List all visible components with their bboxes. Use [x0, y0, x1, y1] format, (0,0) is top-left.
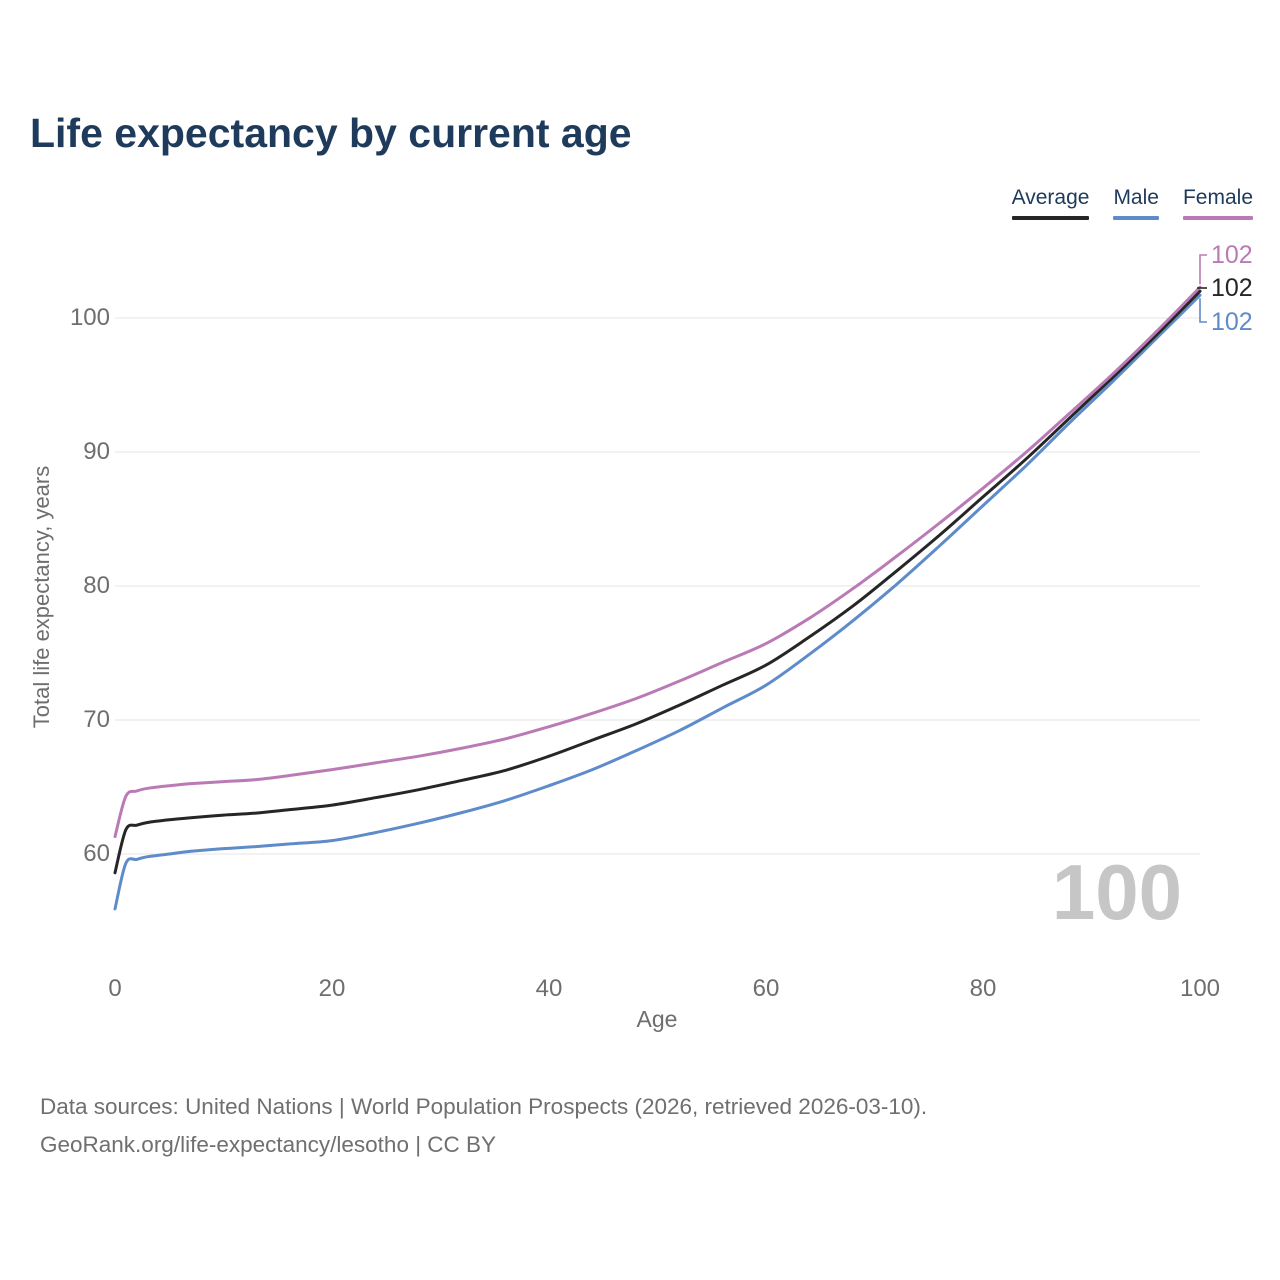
- legend: Average Male Female: [1011, 186, 1253, 220]
- y-axis-title: Total life expectancy, years: [29, 465, 54, 729]
- legend-label-female: Female: [1182, 186, 1253, 209]
- x-tick-label-40: 40: [535, 975, 563, 1002]
- x-tick-label-20: 20: [318, 975, 346, 1002]
- legend-item-male[interactable]: Male: [1113, 186, 1159, 220]
- legend-underline-female: [1182, 216, 1253, 220]
- legend-item-average[interactable]: Average: [1011, 186, 1090, 220]
- data-source-line2: GeoRank.org/life-expectancy/lesotho | CC…: [40, 1132, 497, 1157]
- chart-title: Life expectancy by current age: [30, 110, 632, 156]
- legend-underline-male: [1113, 216, 1159, 220]
- legend-item-female[interactable]: Female: [1182, 186, 1253, 220]
- series-line-average[interactable]: [113, 289, 1202, 875]
- end-label-connector-female: [1199, 254, 1207, 285]
- x-tick-label-100: 100: [1179, 975, 1221, 1002]
- end-label-connector-male: [1199, 298, 1207, 323]
- x-axis-title: Age: [636, 1006, 678, 1032]
- end-value-label-average: 102: [1211, 274, 1253, 302]
- x-tick-label-80: 80: [969, 975, 997, 1002]
- x-tick-label-60: 60: [752, 975, 780, 1002]
- y-tick-label-70: 70: [83, 706, 110, 733]
- end-value-label-male: 102: [1211, 308, 1253, 336]
- data-source-line1: Data sources: United Nations | World Pop…: [40, 1094, 928, 1119]
- age-counter-watermark: 100: [1051, 848, 1182, 936]
- x-tick-label-0: 0: [108, 975, 122, 1002]
- legend-underline-average: [1011, 216, 1090, 220]
- y-tick-label-100: 100: [69, 304, 110, 331]
- end-value-label-female: 102: [1211, 241, 1253, 269]
- series-line-male[interactable]: [113, 293, 1202, 911]
- legend-label-average: Average: [1011, 186, 1090, 209]
- y-tick-label-60: 60: [83, 840, 110, 867]
- y-tick-label-80: 80: [83, 572, 110, 599]
- y-tick-label-90: 90: [83, 438, 110, 465]
- data-source-note: Data sources: United Nations | World Pop…: [40, 1088, 927, 1164]
- series-line-female[interactable]: [113, 285, 1202, 839]
- legend-label-male: Male: [1113, 186, 1159, 209]
